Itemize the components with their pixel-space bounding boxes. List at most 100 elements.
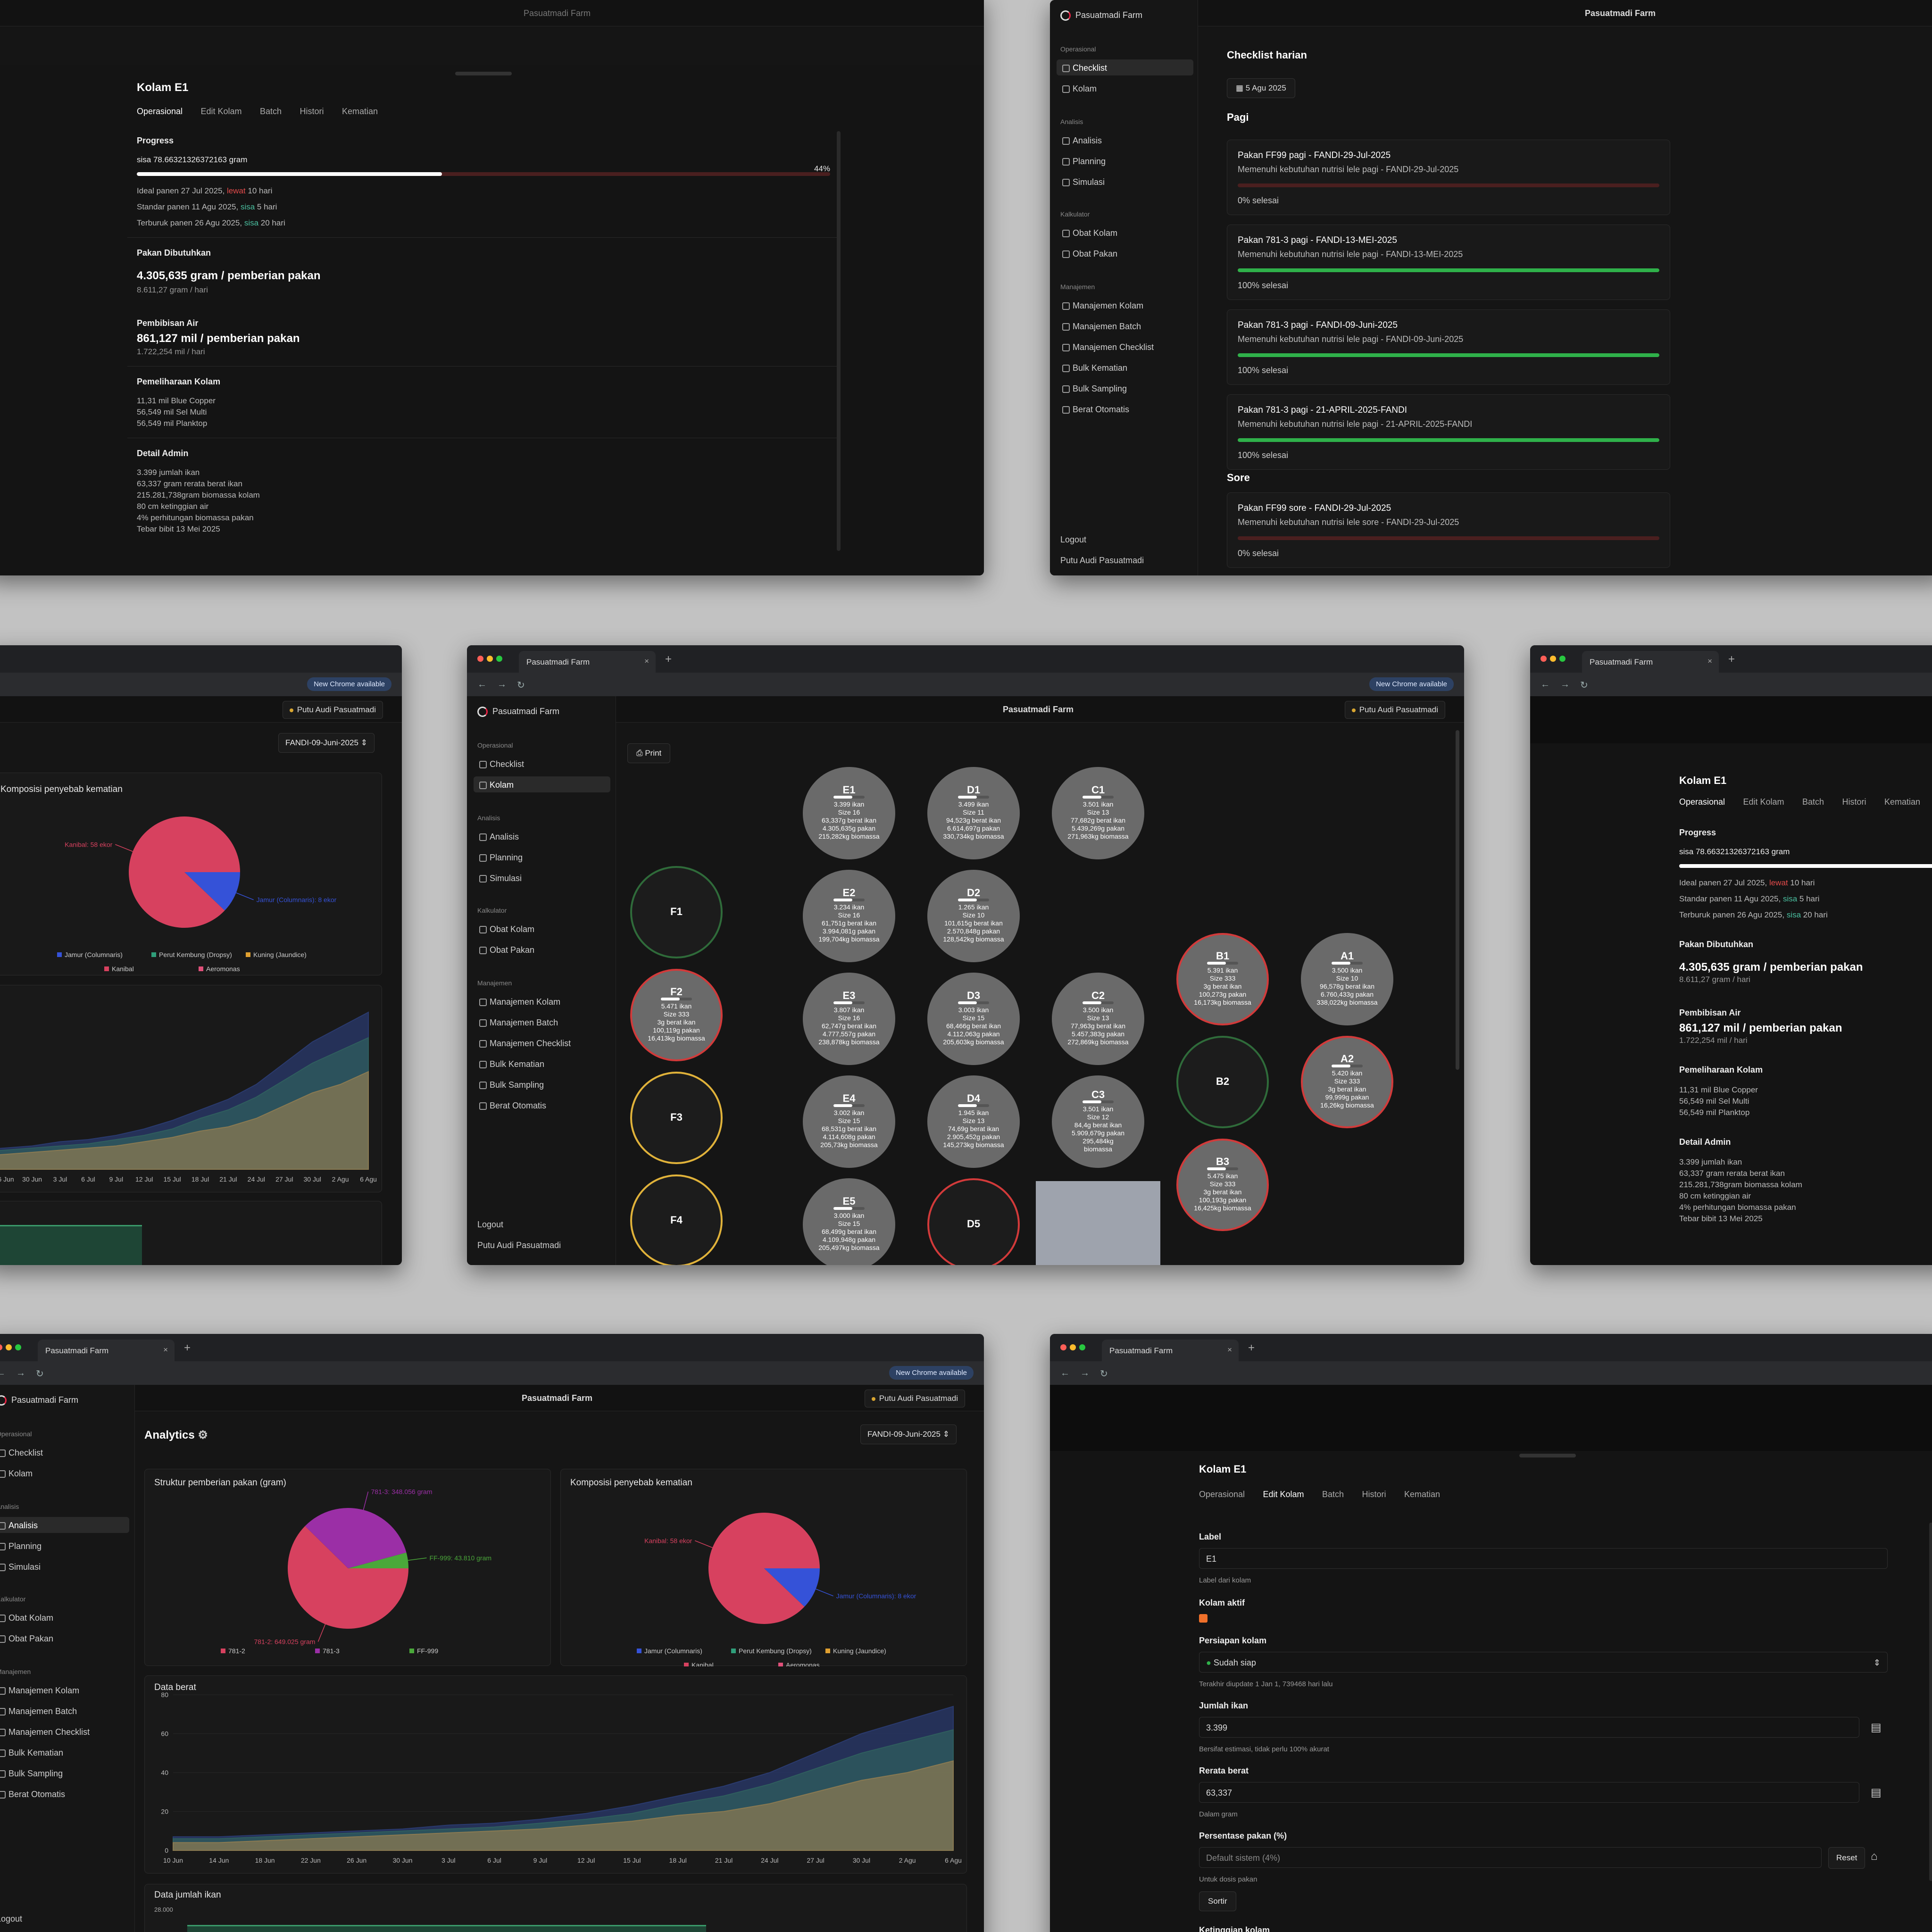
tab-kematian[interactable]: Kematian <box>1404 1490 1441 1499</box>
reload-icon[interactable]: ↻ <box>36 1369 44 1379</box>
pond-e5[interactable]: E5 3.000 ikan Size 15 68,499g berat ikan 4.1… <box>803 1178 895 1265</box>
checklist-item[interactable]: Pakan 781-3 pagi - FANDI-09-Juni-2025 Mem… <box>1227 309 1670 385</box>
sidebar-item-bulk-kematian[interactable]: Bulk Kematian <box>474 1056 610 1072</box>
tab-edit-kolam[interactable]: Edit Kolam <box>1743 797 1784 807</box>
pond-f1[interactable]: F1 <box>630 866 723 958</box>
reload-icon[interactable]: ↻ <box>517 680 525 691</box>
pond-c3[interactable]: C3 3.501 ikan Size 12 84,4g berat ikan 5.909… <box>1052 1075 1144 1168</box>
tab-batch[interactable]: Batch <box>1322 1490 1344 1499</box>
tab-operasional[interactable]: Operasional <box>1679 797 1725 807</box>
sidebar-item-obat-kolam[interactable]: Obat Kolam <box>0 1609 129 1625</box>
new-tab-icon[interactable]: + <box>1248 1341 1255 1354</box>
sidebar-item-kolam[interactable]: Kolam <box>474 776 610 792</box>
batch-select[interactable]: FANDI-09-Juni-2025 ⇕ <box>278 733 375 753</box>
chrome-update-button[interactable]: New Chrome available <box>1369 677 1454 691</box>
sidebar-item-obat-pakan[interactable]: Obat Pakan <box>474 941 610 958</box>
sidebar-item-simulasi[interactable]: Simulasi <box>1057 174 1193 190</box>
persen-input[interactable]: Default sistem (4%) <box>1199 1847 1822 1868</box>
pond-c2[interactable]: C2 3.500 ikan Size 13 77,963g berat ikan 5.4… <box>1052 973 1144 1065</box>
pie-slice[interactable] <box>128 816 240 928</box>
calculator-icon[interactable]: ▤ <box>1871 1721 1882 1734</box>
pond-e4[interactable]: E4 3.002 ikan Size 15 68,531g berat ikan 4.1… <box>803 1075 895 1168</box>
sidebar-item-m-checklist[interactable]: Manajemen Checklist <box>0 1724 129 1740</box>
checklist-item[interactable]: Pakan 781-3 pagi - FANDI-13-MEI-2025 Meme… <box>1227 225 1670 300</box>
sidebar-item-kolam[interactable]: Kolam <box>1057 80 1193 96</box>
tab-kematian[interactable]: Kematian <box>341 107 378 116</box>
user-pill[interactable]: Putu Audi Pasuatmadi <box>864 1390 965 1407</box>
aktif-checkbox[interactable] <box>1199 1614 1208 1623</box>
tab-batch[interactable]: Batch <box>260 107 282 116</box>
pie-slice[interactable] <box>348 1552 408 1568</box>
sidebar-item-analisis[interactable]: Analisis <box>1057 132 1193 148</box>
sidebar-item-m-kolam[interactable]: Manajemen Kolam <box>1057 297 1193 313</box>
checklist-item[interactable]: Pakan FF99 sore - FANDI-29-Jul-2025 Memen… <box>1227 492 1670 568</box>
browser-tab[interactable]: Pasuatmadi Farm × <box>519 651 656 673</box>
pond-f4[interactable]: F4 <box>630 1174 723 1265</box>
sidebar-item-obat-pakan[interactable]: Obat Pakan <box>0 1630 129 1646</box>
tab-kematian[interactable]: Kematian <box>1884 797 1921 807</box>
sidebar-item-berat-otomatis[interactable]: Berat Otomatis <box>0 1786 129 1802</box>
sortir-button[interactable]: Sortir <box>1199 1891 1236 1911</box>
pie-slice[interactable] <box>184 872 240 911</box>
sidebar-item-simulasi[interactable]: Simulasi <box>474 870 610 886</box>
close-icon[interactable]: × <box>163 1345 168 1354</box>
tab-edit-kolam[interactable]: Edit Kolam <box>1263 1490 1304 1499</box>
pond-c1[interactable]: C1 3.501 ikan Size 13 77,682g berat ikan 5.4… <box>1052 767 1144 859</box>
back-icon[interactable]: ← <box>1541 679 1550 690</box>
back-icon[interactable]: ← <box>1060 1368 1070 1378</box>
sidebar-item-m-batch[interactable]: Manajemen Batch <box>1057 318 1193 334</box>
new-tab-icon[interactable]: + <box>184 1341 191 1354</box>
pond-d3[interactable]: D3 3.003 ikan Size 15 68,466g berat ikan 4.1… <box>927 973 1020 1065</box>
tab-histori[interactable]: Histori <box>1842 797 1866 807</box>
logout-button[interactable]: Logout <box>0 1914 23 1924</box>
pond-e1[interactable]: E1 3.399 ikan Size 16 63,337g berat ikan 4.3… <box>803 767 895 859</box>
sidebar-item-m-batch[interactable]: Manajemen Batch <box>0 1703 129 1719</box>
sidebar-item-planning[interactable]: Planning <box>1057 153 1193 169</box>
pond-f2[interactable]: F2 5.471 ikan Size 333 3g berat ikan 100,119… <box>630 969 723 1061</box>
pond-d2[interactable]: D2 1.265 ikan Size 10 101,615g berat ikan 2.… <box>927 870 1020 962</box>
tab-histori[interactable]: Histori <box>300 107 324 116</box>
sidebar-item-m-checklist[interactable]: Manajemen Checklist <box>1057 339 1193 355</box>
sidebar-item-analisis[interactable]: Analisis <box>474 828 610 844</box>
pond-a2[interactable]: A2 5.420 ikan Size 333 3g berat ikan 99,999g… <box>1301 1036 1393 1128</box>
user-pill[interactable]: Putu Audi Pasuatmadi <box>282 701 383 719</box>
chrome-update-button[interactable]: New Chrome available <box>889 1366 974 1380</box>
pond-b2[interactable]: B2 <box>1176 1036 1269 1128</box>
sidebar-item-m-kolam[interactable]: Manajemen Kolam <box>0 1682 129 1698</box>
chrome-update-button[interactable]: New Chrome available <box>307 677 391 691</box>
persiapan-select[interactable]: ● Sudah siap ⇕ <box>1199 1652 1888 1673</box>
back-icon[interactable]: ← <box>0 1368 6 1378</box>
tab-histori[interactable]: Histori <box>1362 1490 1386 1499</box>
sidebar-item-obat-pakan[interactable]: Obat Pakan <box>1057 245 1193 261</box>
browser-tab[interactable]: Pasuatmadi Farm × <box>38 1340 175 1361</box>
sidebar-item-checklist[interactable]: Checklist <box>0 1444 129 1460</box>
user-pill[interactable]: Putu Audi Pasuatmadi <box>1344 701 1445 719</box>
sidebar-item-checklist[interactable]: Checklist <box>1057 59 1193 75</box>
checklist-item[interactable]: Pakan 781-3 pagi - 21-APRIL-2025-FANDI Me… <box>1227 394 1670 470</box>
new-tab-icon[interactable]: + <box>1728 653 1735 666</box>
sidebar-item-bulk-kematian[interactable]: Bulk Kematian <box>0 1744 129 1760</box>
reload-icon[interactable]: ↻ <box>1580 680 1588 691</box>
gear-icon[interactable]: ⚙ <box>198 1429 208 1441</box>
batch-select[interactable]: FANDI-09-Juni-2025 ⇕ <box>860 1424 957 1444</box>
pie-slice[interactable] <box>305 1508 407 1568</box>
sidebar-item-berat-otomatis[interactable]: Berat Otomatis <box>474 1097 610 1113</box>
logout-button[interactable]: Logout <box>1060 535 1087 544</box>
sidebar-item-bulk-sampling[interactable]: Bulk Sampling <box>1057 380 1193 396</box>
date-button[interactable]: ▦ 5 Agu 2025 <box>1227 78 1295 98</box>
tab-edit-kolam[interactable]: Edit Kolam <box>200 107 242 116</box>
pond-f3[interactable]: F3 <box>630 1072 723 1164</box>
tab-operasional[interactable]: Operasional <box>137 107 183 116</box>
forward-icon[interactable]: → <box>497 679 507 690</box>
pond-d4[interactable]: D4 1.945 ikan Size 13 74,69g berat ikan 2.90… <box>927 1075 1020 1168</box>
close-icon[interactable]: × <box>1707 657 1712 666</box>
sidebar-item-bulk-sampling[interactable]: Bulk Sampling <box>474 1076 610 1092</box>
pond-e2[interactable]: E2 3.234 ikan Size 16 61,751g berat ikan 3.9… <box>803 870 895 962</box>
lock-icon[interactable]: ⌂ <box>1871 1850 1878 1863</box>
jumlah-input[interactable]: 3.399 <box>1199 1717 1859 1738</box>
close-icon[interactable]: × <box>644 657 649 666</box>
new-tab-icon[interactable]: + <box>665 653 672 666</box>
sidebar-item-planning[interactable]: Planning <box>474 849 610 865</box>
pond-d1[interactable]: D1 3.499 ikan Size 11 94,523g berat ikan 6.6… <box>927 767 1020 859</box>
print-button[interactable]: ⎙ Print <box>627 743 671 763</box>
